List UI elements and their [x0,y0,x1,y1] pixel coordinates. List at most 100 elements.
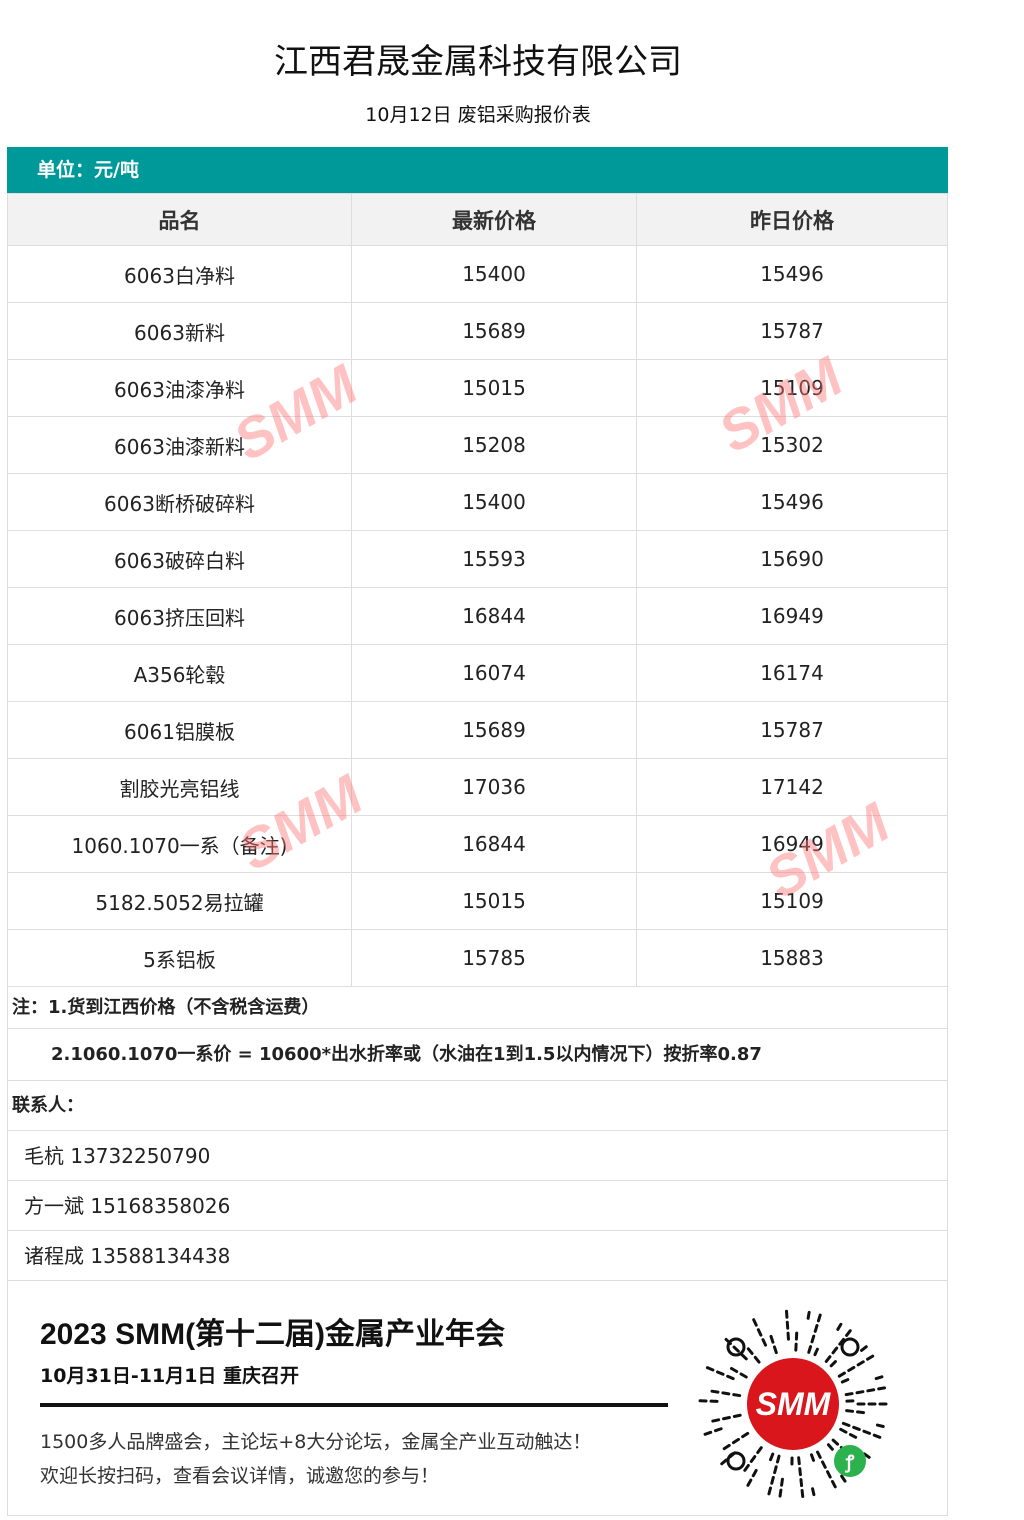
banner-divider [40,1403,668,1407]
qr-dot [721,1391,731,1396]
qr-dot [840,1378,850,1384]
qr-dot [773,1465,778,1475]
qr-dot [877,1386,887,1391]
table-row: A356轮毂 16074 16174 [7,644,948,702]
product-name: 6063白净料 [7,245,352,303]
qr-dot [844,1392,854,1397]
qr-dot [848,1433,858,1439]
qr-dot [866,1354,875,1361]
price-table-container: 单位：元/吨 品名 最新价格 昨日价格 6063白净料 15400 15496 606… [7,147,948,1516]
qr-dot [855,1390,865,1395]
banner-title: 2023 SMM(第十二届)金属产业年会 [40,1318,506,1351]
table-row: 1060.1070一系（备注) 16844 16949 [7,815,948,873]
qr-dot [752,1318,758,1327]
contacts-label: 联系人： [7,1081,948,1131]
qr-dot [797,1456,801,1466]
yesterday-price: 15787 [636,302,948,360]
yesterday-price: 16949 [636,587,948,645]
product-name: 5系铝板 [7,929,352,987]
qr-dot [838,1337,845,1346]
qr-dot [829,1360,837,1368]
banner-text-1: 1500多人品牌盛会，主论坛+8大分论坛，金属全产业互动触达！ [40,1431,592,1453]
product-name: 6063油漆净料 [7,359,352,417]
mini-program-qr-code[interactable]: SMM ꝭ [698,1309,888,1499]
qr-dot [860,1345,868,1352]
svg-text:ꝭ: ꝭ [845,1452,855,1473]
yesterday-price: 15109 [636,359,948,417]
yesterday-price: 15109 [636,872,948,930]
qr-dot [703,1430,713,1436]
conference-banner[interactable]: 2023 SMM(第十二届)金属产业年会 10月31日-11月1日 重庆召开 1… [7,1281,948,1516]
qr-dot [730,1367,739,1373]
latest-price: 16074 [351,644,637,702]
qr-dot [807,1345,813,1354]
qr-dot [767,1486,772,1496]
header-yesterday-price: 昨日价格 [636,193,948,246]
qr-dot [732,1393,742,1398]
latest-price: 15689 [351,302,637,360]
qr-dot [753,1355,761,1364]
qr-dot [769,1334,775,1344]
qr-dot [731,1437,740,1445]
qr-dot [831,1438,840,1446]
qr-dot [722,1443,731,1451]
banner-date: 10月31日-11月1日 重庆召开 [40,1365,300,1387]
qr-dot [780,1477,784,1487]
latest-price: 16844 [351,815,637,873]
header-name: 品名 [7,193,352,246]
qr-dot [809,1453,816,1462]
qr-dot [826,1443,834,1451]
qr-dot [866,1388,876,1393]
product-name: 6063破碎白料 [7,530,352,588]
qr-dot [749,1455,757,1463]
qr-dot [839,1427,848,1434]
latest-price: 17036 [351,758,637,816]
qr-finder [840,1337,860,1357]
qr-dot [726,1374,735,1381]
qr-dot [810,1334,816,1344]
price-table: 品名 最新价格 昨日价格 6063白净料 15400 15496 6063新料 1568… [7,193,948,987]
latest-price: 15208 [351,416,637,474]
qr-dot [862,1452,871,1459]
qr-dot [824,1355,832,1363]
table-row: 5系铝板 15785 15883 [7,929,948,987]
qr-dot [816,1313,822,1323]
qr-finder [726,1337,746,1357]
qr-dot [711,1418,721,1423]
yesterday-price: 16949 [636,815,948,873]
qr-dot [798,1467,802,1477]
qr-dot [739,1372,748,1379]
product-name: 6063油漆新料 [7,416,352,474]
qr-dot [862,1429,872,1435]
qr-dot [856,1410,865,1415]
qr-dot [813,1347,819,1357]
yesterday-price: 15496 [636,473,948,531]
table-row: 6063白净料 15400 15496 [7,245,948,303]
latest-price: 15400 [351,473,637,531]
qr-dot [830,1480,837,1489]
latest-price: 15785 [351,929,637,987]
page-title: 江西君晟金属科技有限公司 [274,42,682,82]
qr-dot [816,1450,822,1459]
qr-dot [756,1328,763,1337]
qr-dot [840,1474,847,1483]
qr-dot [769,1452,775,1462]
yesterday-price: 15883 [636,929,948,987]
product-name: 6063挤压回料 [7,587,352,645]
svg-text:SMM: SMM [756,1386,832,1422]
latest-price: 15400 [351,245,637,303]
qr-dot [740,1353,748,1361]
table-row: 6063挤压回料 16844 16949 [7,587,948,645]
qr-dot [852,1425,861,1431]
yesterday-price: 15496 [636,245,948,303]
qr-dot [756,1446,763,1455]
yesterday-price: 15302 [636,416,948,474]
qr-dot [841,1421,851,1428]
product-name: 1060.1070一系（备注) [7,815,352,873]
page-subtitle: 10月12日 废铝采购报价表 [365,104,591,126]
qr-dot [856,1360,865,1367]
qr-dot [746,1347,754,1355]
qr-dot [845,1409,855,1413]
banner-text-2: 欢迎长按扫码，查看会议详情，诚邀您的参与！ [40,1465,440,1487]
qr-dot [743,1463,750,1472]
